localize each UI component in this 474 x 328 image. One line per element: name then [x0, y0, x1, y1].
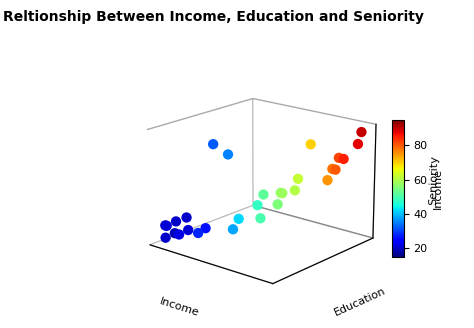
Y-axis label: Income: Income	[433, 168, 443, 209]
Text: Reltionship Between Income, Education and Seniority: Reltionship Between Income, Education an…	[3, 10, 424, 24]
Y-axis label: Education: Education	[333, 285, 387, 318]
X-axis label: Income: Income	[158, 297, 201, 318]
